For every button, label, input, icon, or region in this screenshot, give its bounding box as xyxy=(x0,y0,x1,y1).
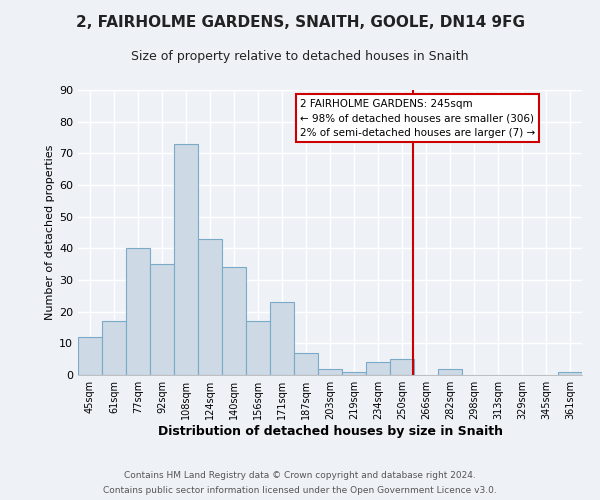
Bar xyxy=(78,337,102,375)
Bar xyxy=(198,239,222,375)
Bar xyxy=(342,372,366,375)
Bar xyxy=(366,362,390,375)
Bar xyxy=(150,264,174,375)
Bar xyxy=(174,144,198,375)
Text: Contains public sector information licensed under the Open Government Licence v3: Contains public sector information licen… xyxy=(103,486,497,495)
Bar xyxy=(102,321,126,375)
Bar xyxy=(294,353,318,375)
Text: Contains HM Land Registry data © Crown copyright and database right 2024.: Contains HM Land Registry data © Crown c… xyxy=(124,471,476,480)
Bar xyxy=(126,248,150,375)
Bar xyxy=(390,359,414,375)
Y-axis label: Number of detached properties: Number of detached properties xyxy=(45,145,55,320)
Bar xyxy=(222,268,246,375)
Text: Size of property relative to detached houses in Snaith: Size of property relative to detached ho… xyxy=(131,50,469,63)
Bar xyxy=(318,368,342,375)
Bar xyxy=(438,368,462,375)
Bar xyxy=(558,372,582,375)
Bar xyxy=(246,321,270,375)
Text: 2 FAIRHOLME GARDENS: 245sqm
← 98% of detached houses are smaller (306)
2% of sem: 2 FAIRHOLME GARDENS: 245sqm ← 98% of det… xyxy=(300,98,535,138)
Text: 2, FAIRHOLME GARDENS, SNAITH, GOOLE, DN14 9FG: 2, FAIRHOLME GARDENS, SNAITH, GOOLE, DN1… xyxy=(76,15,524,30)
X-axis label: Distribution of detached houses by size in Snaith: Distribution of detached houses by size … xyxy=(157,425,503,438)
Bar xyxy=(270,302,294,375)
